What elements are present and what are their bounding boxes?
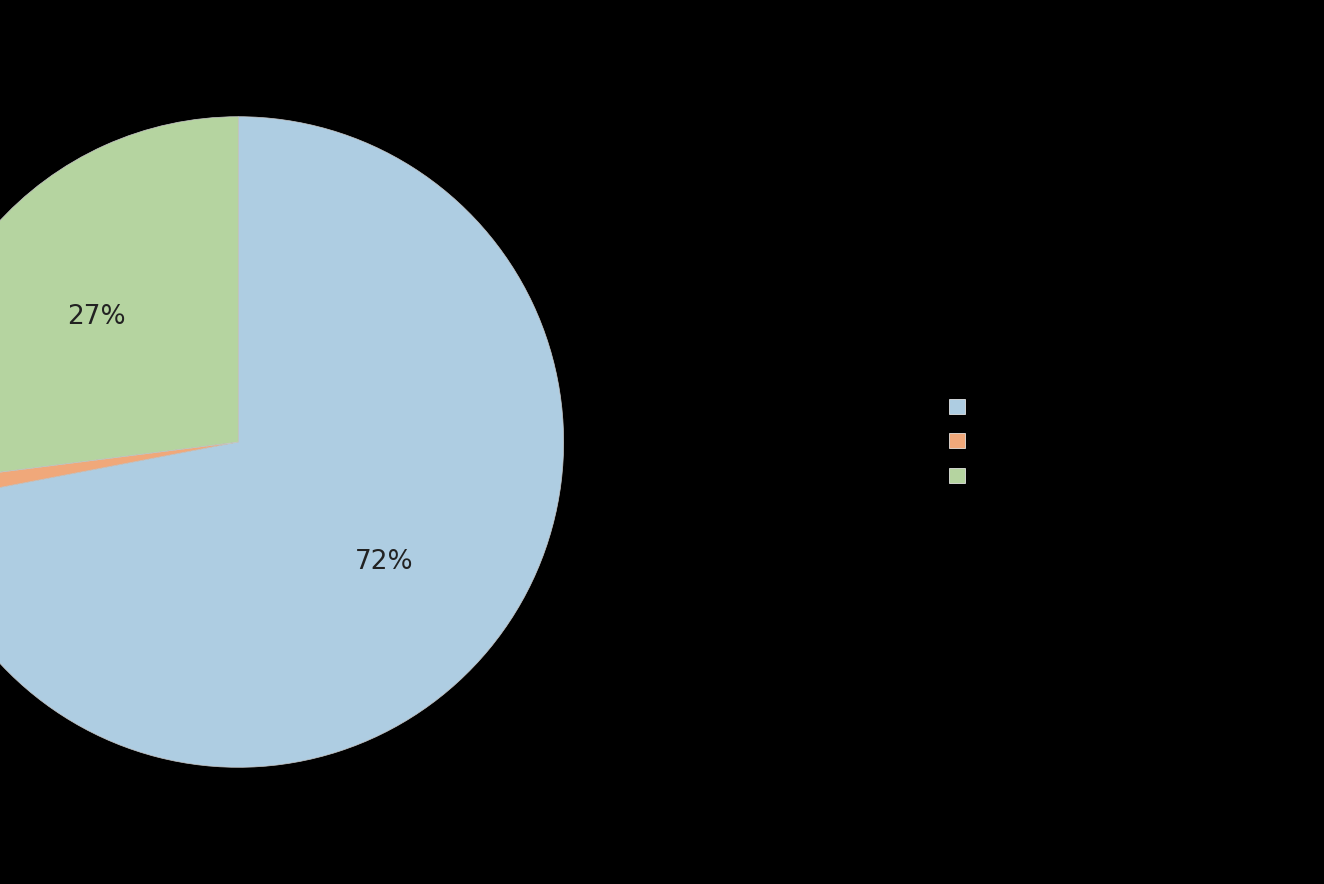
Wedge shape [0, 442, 238, 503]
Text: 27%: 27% [68, 304, 126, 331]
Wedge shape [0, 117, 564, 767]
Legend: , , : , , [943, 393, 985, 491]
Text: 72%: 72% [355, 549, 413, 575]
Wedge shape [0, 117, 238, 483]
